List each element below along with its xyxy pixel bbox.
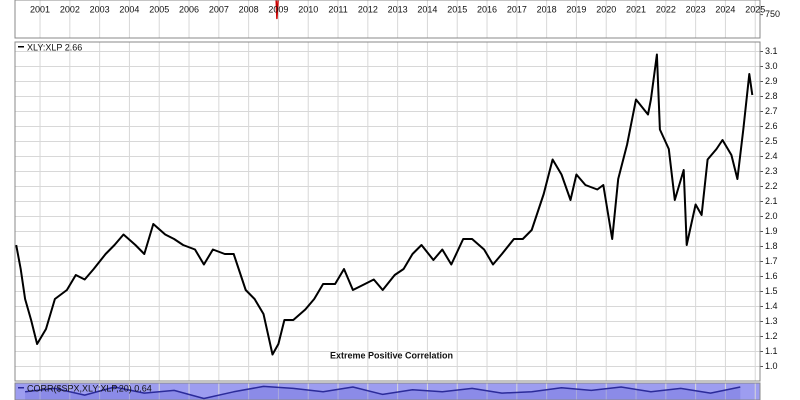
x-tick-label: 2014 xyxy=(417,4,437,14)
x-tick-label: 2003 xyxy=(90,4,110,14)
panel-frame xyxy=(14,382,761,400)
x-tick-label: 2022 xyxy=(656,4,676,14)
x-tick-label: 2008 xyxy=(239,4,259,14)
x-tick-label: 2001 xyxy=(30,4,50,14)
y-tick-label: 1.0 xyxy=(765,361,778,371)
area xyxy=(25,386,741,400)
panel-frame xyxy=(14,0,761,39)
panel-label: XLY:XLP 2.66 xyxy=(27,42,82,52)
y-tick-label: 2.4 xyxy=(765,151,778,161)
x-tick-label: 2020 xyxy=(596,4,616,14)
x-tick-label: 2021 xyxy=(626,4,646,14)
y-tick-label: 2.8 xyxy=(765,91,778,101)
x-tick-label: 2005 xyxy=(149,4,169,14)
annotation: Extreme Positive Correlation xyxy=(330,350,453,360)
y-tick-label: 2.3 xyxy=(765,166,778,176)
y-tick-label: 1.6 xyxy=(765,271,778,281)
x-tick-label: 2012 xyxy=(358,4,378,14)
x-tick-label: 2023 xyxy=(686,4,706,14)
x-tick-label: 2024 xyxy=(715,4,735,14)
y-tick-label: 750 xyxy=(765,9,780,19)
y-tick-label: 3.1 xyxy=(765,46,778,56)
x-tick-label: 2015 xyxy=(447,4,467,14)
data-line xyxy=(15,53,754,356)
y-tick-label: 1.5 xyxy=(765,286,778,296)
data-line xyxy=(25,385,741,400)
x-tick-label: 2004 xyxy=(119,4,139,14)
y-tick-label: 1.8 xyxy=(765,241,778,251)
x-tick-label: 2002 xyxy=(60,4,80,14)
panel-frame xyxy=(14,41,761,382)
x-tick-label: 2010 xyxy=(298,4,318,14)
x-tick-label: 2011 xyxy=(328,4,347,14)
x-tick-label: 2018 xyxy=(537,4,557,14)
x-tick-label: 2013 xyxy=(388,4,408,14)
panel xyxy=(15,383,760,400)
y-tick-label: 2.1 xyxy=(765,196,778,206)
y-tick-label: 2.0 xyxy=(765,211,778,221)
y-tick-label: 1.7 xyxy=(765,256,778,266)
label-marker xyxy=(18,46,24,48)
y-tick-label: 1.2 xyxy=(765,331,778,341)
panel xyxy=(15,42,760,381)
x-tick-label: 2017 xyxy=(507,4,527,14)
x-tick-label: 2025 xyxy=(745,4,765,14)
y-tick-label: 2.6 xyxy=(765,121,778,131)
x-tick-label: 2007 xyxy=(209,4,229,14)
y-tick-label: 1.1 xyxy=(765,346,778,356)
panel xyxy=(39,0,756,38)
y-tick-label: 2.5 xyxy=(765,136,778,146)
x-tick-label: 2016 xyxy=(477,4,497,14)
x-tick-label: 2009 xyxy=(268,4,288,14)
x-tick-label: 2019 xyxy=(566,4,586,14)
y-tick-label: 2.2 xyxy=(765,181,778,191)
y-tick-label: 1.3 xyxy=(765,316,778,326)
x-tick-label: 2006 xyxy=(179,4,199,14)
panel-label: CORR($SPX,XLY:XLP,20) 0.64 xyxy=(27,383,152,393)
y-tick-label: 2.7 xyxy=(765,106,778,116)
label-marker xyxy=(18,387,24,389)
y-tick-label: 3.0 xyxy=(765,61,778,71)
y-tick-label: 1.4 xyxy=(765,301,778,311)
y-tick-label: 1.9 xyxy=(765,226,778,236)
y-tick-label: 2.9 xyxy=(765,76,778,86)
